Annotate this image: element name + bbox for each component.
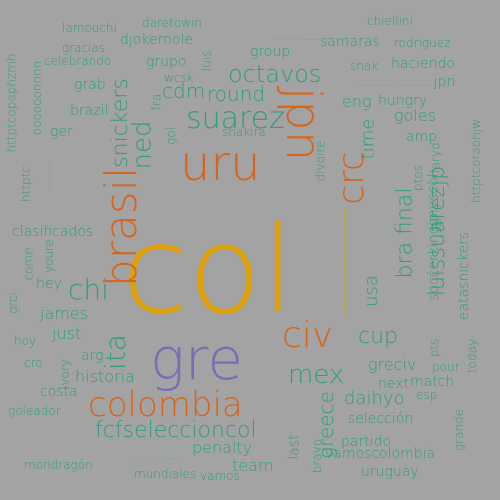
word-colombia: colombia xyxy=(88,385,243,425)
word-samaras: samaras xyxy=(320,34,380,50)
word-divoire: divoire xyxy=(313,140,328,182)
word-gre: gre xyxy=(150,325,244,393)
word-chiellini: chiellini xyxy=(367,14,413,28)
word-goleador: goleador xyxy=(8,404,61,418)
word-last: last xyxy=(286,434,303,460)
word-pts: pts xyxy=(427,338,442,358)
word-cro: cro xyxy=(24,356,43,370)
word-shak: shak xyxy=(350,59,379,73)
word-cup: cup xyxy=(358,324,399,349)
word-faryd: faryd xyxy=(428,142,443,174)
word-match: match xyxy=(410,374,455,390)
word-vamos: vamos xyxy=(200,469,240,483)
word-rodriguez: rodriguez xyxy=(394,36,451,50)
word-james: james xyxy=(40,304,89,323)
word-grupo: grupo xyxy=(146,54,187,70)
word-costa: costa xyxy=(40,384,78,400)
word-hungry: hungry xyxy=(378,93,428,109)
word-ptos: ptos xyxy=(410,165,425,191)
word-penalty: penalty xyxy=(192,438,253,457)
word-ger: ger xyxy=(50,124,73,140)
word-partido: partido xyxy=(341,434,392,450)
word-ned: ned xyxy=(127,120,158,170)
word-daretowin: daretowin xyxy=(142,16,202,30)
word-youre: youre xyxy=(42,238,57,274)
word-civ: civ xyxy=(282,315,334,356)
word-esp: esp xyxy=(416,388,438,402)
word-round: round xyxy=(207,82,266,106)
word-hoy: hoy xyxy=(14,334,37,348)
word-col: col xyxy=(122,202,295,341)
word-httptcoraohjw: httptcoraohjw xyxy=(468,119,483,203)
word-next: next xyxy=(378,376,410,392)
word-gol: gol xyxy=(163,127,178,145)
word-gracias: gracias xyxy=(62,41,106,55)
word-bravo: bravo xyxy=(310,438,325,474)
word-greciv: greciv xyxy=(368,355,417,374)
word-suarez: suarez xyxy=(186,101,285,136)
word-vamoscolombia: vamoscolombia xyxy=(325,446,436,462)
word-dots-left: ........ xyxy=(38,160,53,192)
word-fcfseleccioncol: fcfseleccioncol xyxy=(95,418,257,443)
word-cdm: cdm xyxy=(162,79,206,103)
word-ita: ita xyxy=(98,334,132,370)
word-grci: grci xyxy=(5,292,20,314)
word-historia: historia xyxy=(75,367,135,386)
word-hey: hey xyxy=(36,276,62,292)
word-octavos: octavos xyxy=(228,60,322,88)
word-brazil: brazil xyxy=(70,103,109,119)
word-shakira: shakira xyxy=(222,125,266,139)
word-amp: amp xyxy=(406,129,438,145)
word-uruguay: uruguay xyxy=(361,464,419,480)
word-djokernole: djokernole xyxy=(120,32,194,48)
word-seleccion: selección xyxy=(348,411,414,427)
word-celebrando: celebrando xyxy=(44,54,112,68)
word-goles: goles xyxy=(394,106,437,125)
word-team: team xyxy=(232,456,274,475)
word-brasil: brasil xyxy=(96,166,148,288)
word-eng: eng xyxy=(342,92,372,111)
word-dash-vertical: ————— xyxy=(333,206,358,316)
word-pour: pour xyxy=(432,360,460,374)
word-uru: uru xyxy=(180,136,261,192)
word-group: group xyxy=(250,44,291,60)
word-wcsk: wcsk xyxy=(164,71,194,85)
word-snickers: snickers xyxy=(107,78,133,168)
word-just: just xyxy=(52,324,82,343)
word-usa: usa xyxy=(360,275,382,307)
word-soccerkingjp: soccerkingjp xyxy=(425,213,442,301)
word-mundiales: mundiales xyxy=(134,467,197,481)
word-dots-top: ............... xyxy=(272,29,330,43)
word-fra: fra xyxy=(149,93,164,111)
word-arg: arg xyxy=(81,348,104,364)
word-mex: mex xyxy=(288,360,345,390)
word-dots-jpn: .................jpn xyxy=(358,74,456,90)
word-daihyo: daihyo xyxy=(344,388,405,409)
word-httptc: httptc xyxy=(18,166,33,202)
word-httptcopaphzmh: httptcopaphzmh xyxy=(4,53,19,153)
word-today: today xyxy=(465,338,480,374)
word-mondragon: mondragón xyxy=(24,458,93,472)
word-come: come xyxy=(21,247,36,281)
word-luis: luis xyxy=(199,50,214,72)
word-lamouchi: lamouchi xyxy=(62,21,117,35)
word-grande: grande xyxy=(452,408,467,452)
word-clasificados: clasificados xyxy=(12,224,94,240)
word-dots-bottom: ............ xyxy=(132,448,178,462)
word-haciendo: haciendo xyxy=(391,56,455,72)
word-bra-final: bra final xyxy=(392,187,418,279)
word-eatasnickers: eatasnickers xyxy=(456,231,473,321)
word-oooooonnnn: oooooonnnn xyxy=(30,60,45,136)
word-grab: grab xyxy=(74,77,106,93)
word-time: time xyxy=(357,118,379,160)
word-chi: chi xyxy=(68,273,109,306)
